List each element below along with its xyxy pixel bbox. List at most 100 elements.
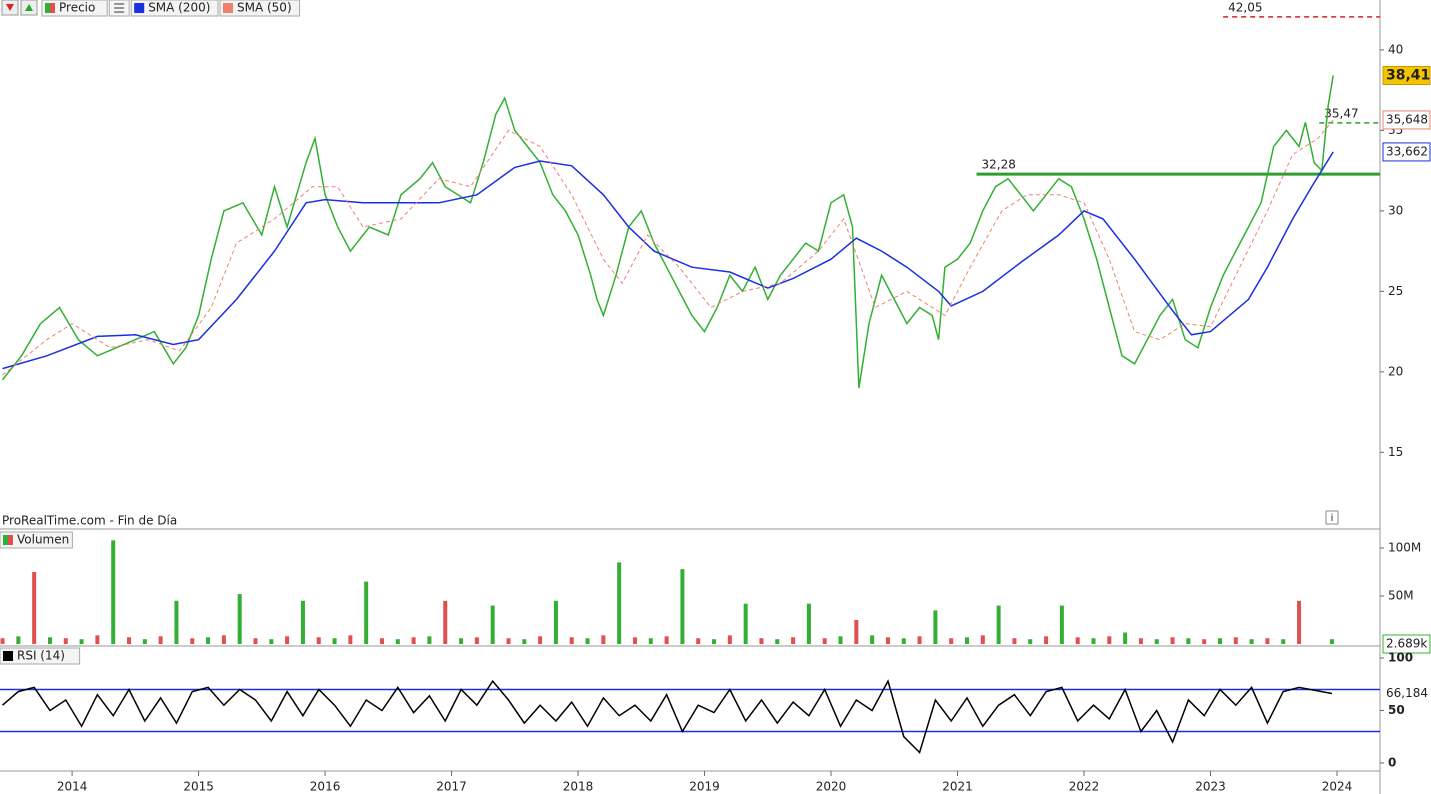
volume-bar (1012, 638, 1017, 644)
series-line (2, 679, 1333, 754)
x-tick-label: 2023 (1195, 780, 1226, 794)
toolbar (1, 0, 38, 16)
volume-bar (949, 638, 954, 644)
volume-bar (395, 639, 400, 644)
info-icon: i (1331, 513, 1334, 524)
volume-bar (16, 636, 21, 644)
legend-box (41, 0, 108, 17)
volume-bar (870, 635, 875, 644)
volume-bar (538, 636, 543, 644)
volume-bar (617, 562, 622, 644)
x-tick-label: 2016 (310, 780, 341, 794)
volume-bar (553, 600, 558, 644)
volume-bar (1138, 638, 1143, 644)
up-icon (25, 4, 33, 11)
volume-bar (0, 638, 5, 644)
volume-bar (379, 638, 384, 644)
volume-bar (1281, 639, 1286, 644)
x-tick-label: 2024 (1322, 780, 1353, 794)
volume-bar (1091, 638, 1096, 644)
y-tick-label: 100 (1388, 650, 1413, 664)
legend-label: Precio (59, 1, 95, 15)
volume-bar (443, 600, 448, 644)
volume-bar (316, 637, 321, 644)
volume-bar (47, 637, 52, 644)
y-tick-label: 20 (1388, 364, 1403, 378)
volume-bar (1249, 639, 1254, 644)
last-value-badge (1382, 634, 1431, 654)
volume-bar (1107, 636, 1112, 644)
legend-box (130, 0, 219, 17)
volume-bar (1217, 638, 1222, 644)
volume-bar (775, 639, 780, 644)
volume-bar (506, 638, 511, 644)
level-label: 35,47 (1324, 106, 1358, 120)
volume-bar (1265, 638, 1270, 644)
y-tick-label: 50M (1388, 589, 1414, 603)
y-tick-label: 0 (1388, 755, 1396, 769)
legend-label: RSI (14) (17, 649, 65, 663)
list-icon (114, 3, 125, 13)
volume-bar (95, 635, 100, 644)
volume-bar (221, 635, 226, 644)
volume-bar (1170, 637, 1175, 644)
volume-bar (838, 636, 843, 644)
volume-bar (206, 637, 211, 644)
volume-bar (727, 635, 732, 644)
level-label: 42,05 (1228, 0, 1262, 14)
volume-bar (142, 639, 147, 644)
volume-bar (854, 620, 859, 644)
volume-bar (1059, 605, 1064, 644)
volume-bar (712, 639, 717, 644)
volume-bar (664, 636, 669, 644)
legend-item: SMA (200) (130, 0, 219, 17)
last-value-label: 35,648 (1386, 112, 1428, 126)
series-line (1, 75, 1334, 389)
legend-label: SMA (200) (148, 1, 210, 15)
x-tick-label: 2018 (563, 780, 594, 794)
volume-bar (127, 637, 132, 644)
last-value-badge (1382, 683, 1431, 703)
last-value-badge (1382, 110, 1431, 130)
volume-bar (158, 636, 163, 644)
volume-bar (285, 636, 290, 644)
legend-swatch (223, 3, 233, 13)
legend-label: Volumen (17, 533, 69, 547)
legend-swatch (3, 535, 8, 545)
volume-bar (332, 638, 337, 644)
legend-swatch (50, 3, 55, 13)
last-value-label: 66,184 (1386, 686, 1428, 700)
volume-bar (1202, 639, 1207, 644)
legend-item: RSI (14) (0, 647, 81, 665)
volume-bar (791, 637, 796, 644)
volume-bar (759, 638, 764, 644)
volume-bar (601, 635, 606, 644)
volume-bar (411, 637, 416, 644)
info-button[interactable] (1325, 510, 1339, 525)
y-tick-label: 100M (1388, 541, 1421, 555)
volume-bar (1075, 637, 1080, 644)
legend-swatch (45, 3, 50, 13)
volume-bar (79, 639, 84, 644)
legend-box (0, 531, 73, 549)
volume-bar (632, 637, 637, 644)
volume-bar (822, 638, 827, 644)
volume-bar (32, 572, 37, 644)
volume-bar (364, 581, 369, 644)
legend-swatch (3, 651, 13, 661)
volume-bar (585, 638, 590, 644)
volume-bar (980, 635, 985, 644)
last-value-label: 2.689k (1386, 636, 1427, 650)
volume-bar (901, 638, 906, 644)
last-value-badge (1382, 65, 1431, 85)
x-tick-label: 2022 (1069, 780, 1100, 794)
y-tick-label: 30 (1388, 203, 1403, 217)
last-value-label: 38,41 (1386, 67, 1430, 83)
legend-box (0, 647, 81, 665)
x-tick-label: 2017 (436, 780, 467, 794)
volume-bar (1297, 600, 1302, 644)
y-tick-label: 40 (1388, 42, 1403, 56)
x-tick-label: 2021 (942, 780, 973, 794)
volume-bar (933, 610, 938, 644)
